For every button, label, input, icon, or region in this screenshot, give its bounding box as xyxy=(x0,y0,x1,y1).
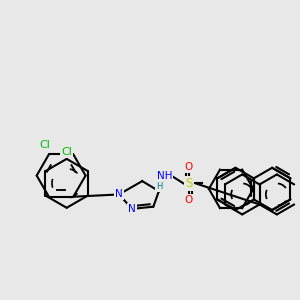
Text: NH: NH xyxy=(157,171,172,181)
Text: O: O xyxy=(185,162,193,172)
Text: H: H xyxy=(156,182,162,191)
Text: Cl: Cl xyxy=(61,147,72,157)
Text: N: N xyxy=(128,204,136,214)
Text: N: N xyxy=(115,189,123,200)
Text: O: O xyxy=(185,195,193,205)
Text: Cl: Cl xyxy=(39,140,50,151)
Text: S: S xyxy=(185,177,193,190)
